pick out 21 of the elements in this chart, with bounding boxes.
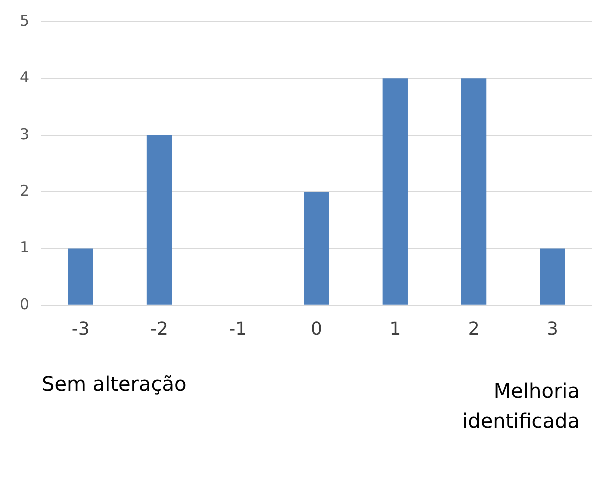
x-tick-label: -1 (229, 318, 248, 340)
y-tick-label: 2 (20, 182, 30, 200)
text: Melhoria identificada (462, 378, 580, 435)
bar (68, 248, 94, 305)
bar (146, 135, 172, 305)
x-tick-label: 3 (546, 318, 558, 340)
y-tick-label: 1 (20, 238, 30, 257)
bar (304, 192, 330, 305)
bar (461, 78, 487, 305)
x-tick-label: 2 (468, 318, 480, 340)
x-tick-label: 1 (390, 318, 402, 340)
x-tick-label: 0 (311, 318, 322, 340)
y-tick-label: 5 (20, 12, 30, 30)
y-tick-label: 4 (20, 68, 30, 87)
bar (540, 248, 566, 305)
y-tick-label: 0 (20, 295, 30, 314)
text: Sem alteração (42, 372, 187, 396)
x-tick-label: -3 (72, 318, 90, 340)
bar (382, 78, 408, 305)
y-tick-label: 3 (20, 125, 30, 144)
x-tick-label: -2 (150, 318, 168, 340)
